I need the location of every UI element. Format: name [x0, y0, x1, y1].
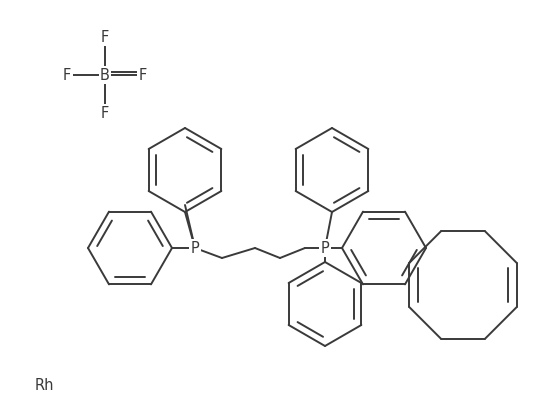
Text: Rh: Rh	[35, 377, 54, 393]
Text: F: F	[101, 105, 109, 120]
Text: F: F	[139, 68, 147, 82]
Text: B: B	[100, 68, 110, 82]
Text: F: F	[101, 30, 109, 44]
Text: P: P	[321, 241, 329, 255]
Text: P: P	[191, 241, 199, 255]
Text: F: F	[63, 68, 71, 82]
